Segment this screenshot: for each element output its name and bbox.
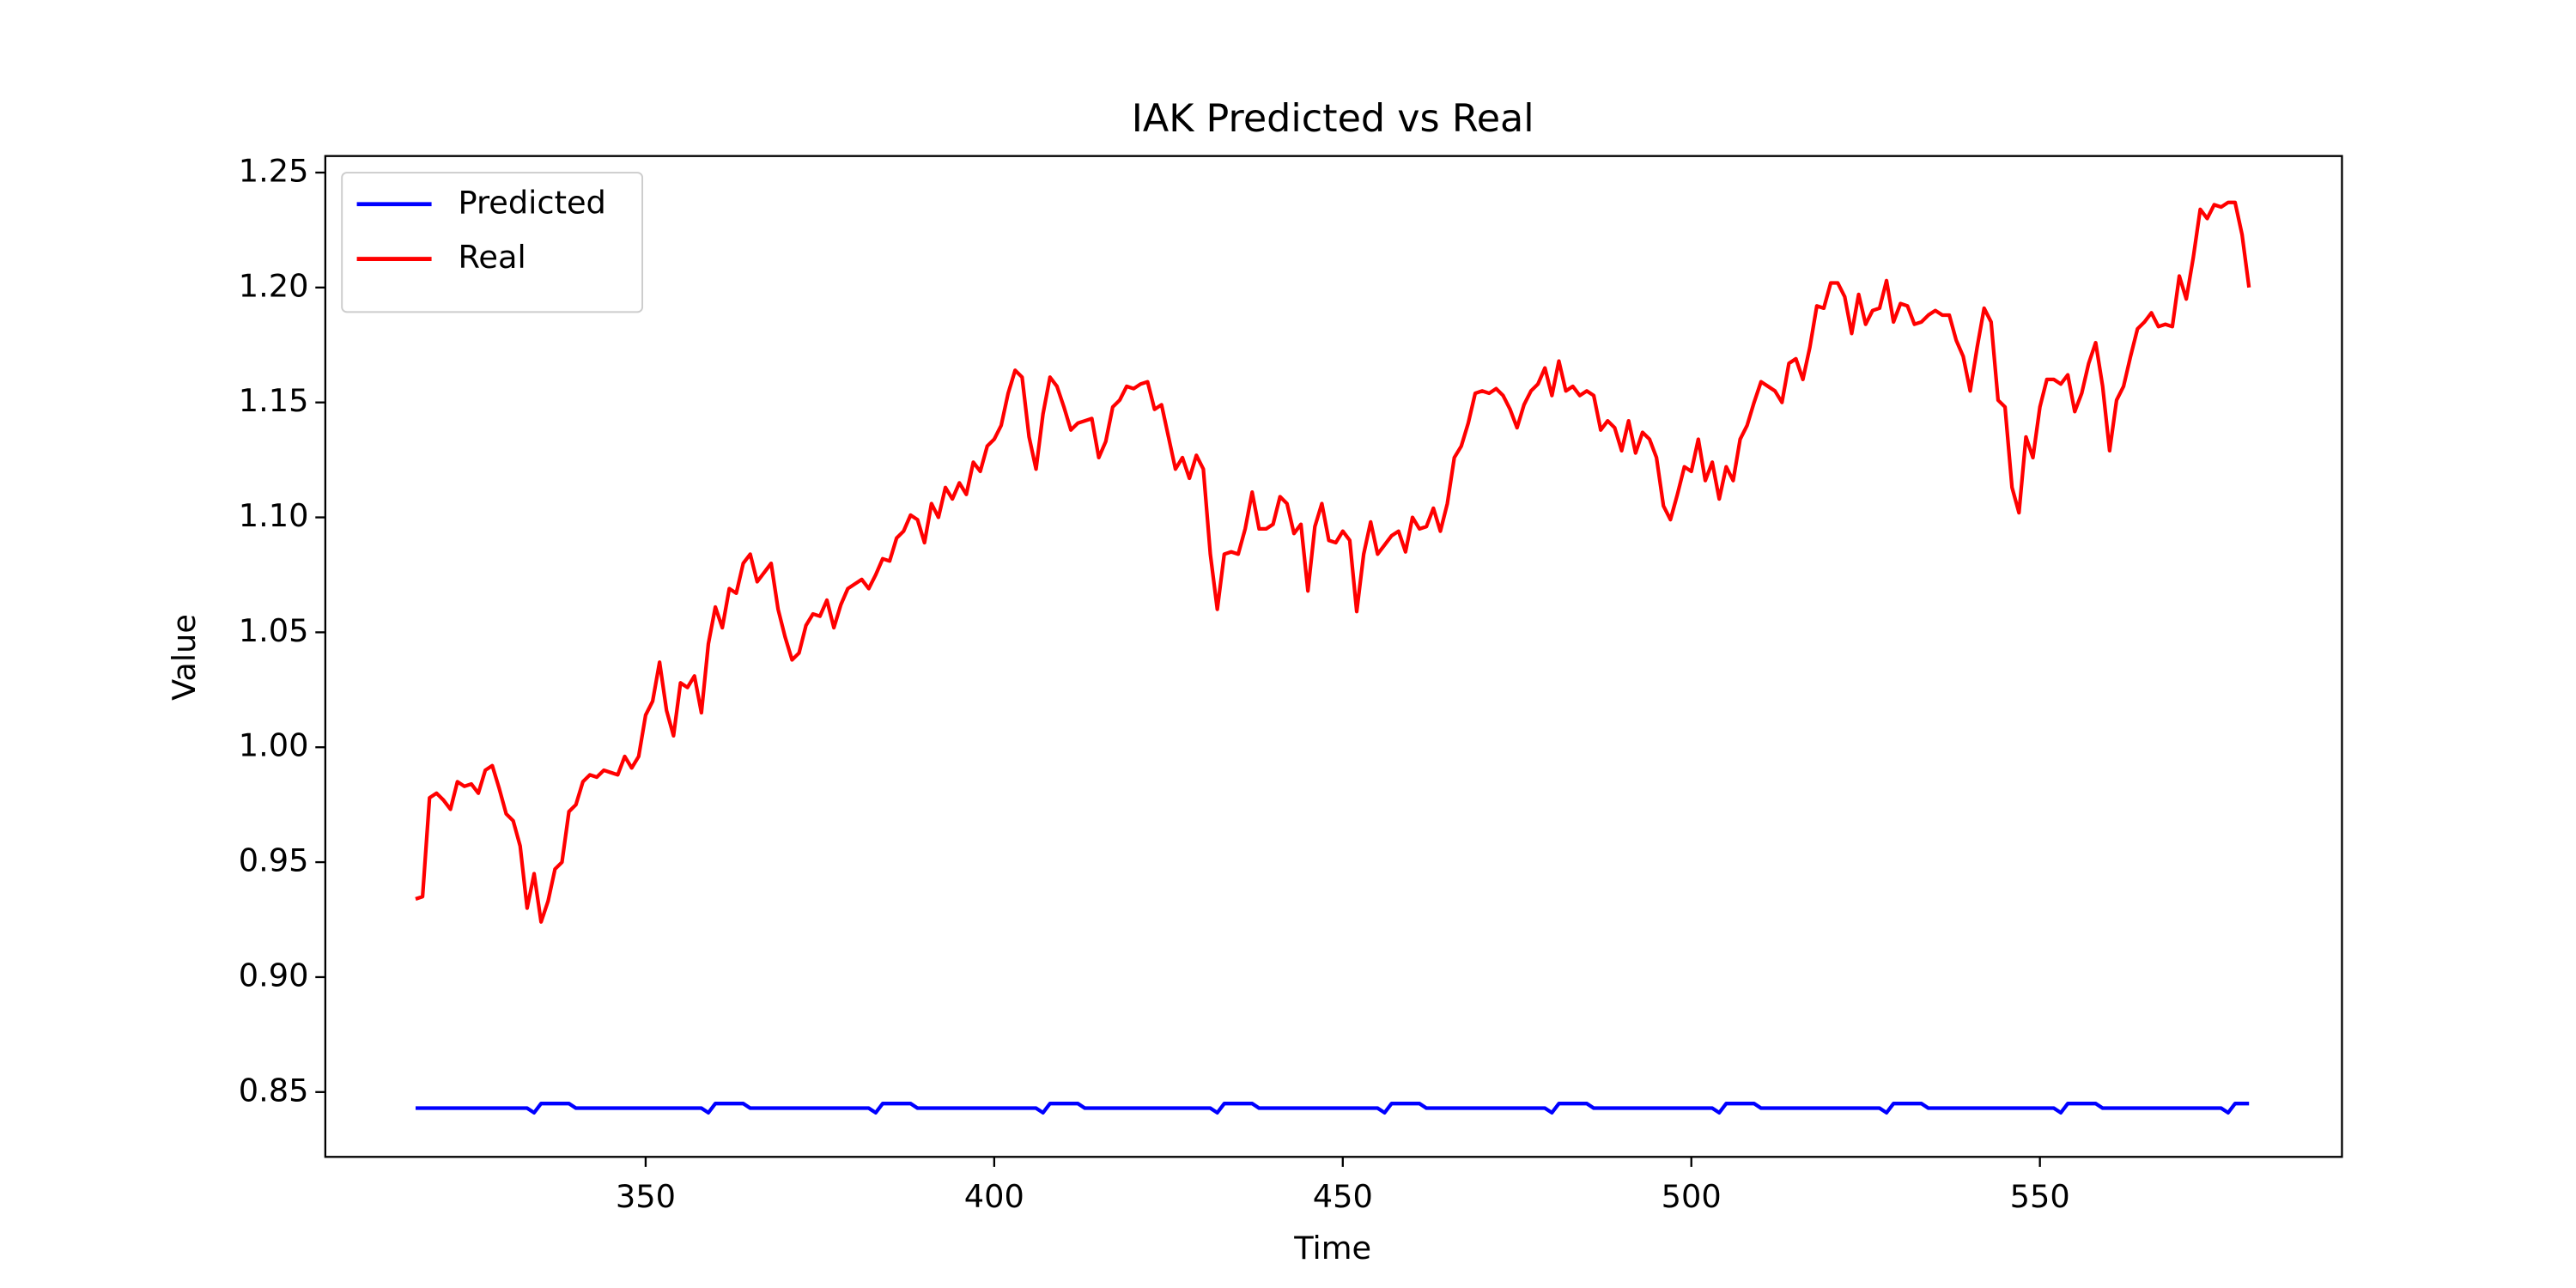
y-tick-label: 1.05 xyxy=(239,612,309,649)
legend-label: Real xyxy=(459,239,526,276)
x-tick-label: 400 xyxy=(964,1178,1024,1215)
y-tick-label: 0.85 xyxy=(239,1072,309,1109)
x-axis-label: Time xyxy=(1293,1230,1371,1267)
x-tick-label: 500 xyxy=(1662,1178,1722,1215)
x-tick-label: 550 xyxy=(2010,1178,2070,1215)
y-tick-label: 1.20 xyxy=(239,267,309,304)
y-axis-label: Value xyxy=(166,614,203,701)
chart-title: IAK Predicted vs Real xyxy=(1132,97,1534,141)
y-tick-label: 1.25 xyxy=(239,152,309,189)
y-tick-label: 0.95 xyxy=(239,842,309,879)
legend-box xyxy=(341,172,644,313)
data-line xyxy=(416,1102,2250,1115)
y-tick-label: 1.10 xyxy=(239,497,309,534)
x-tick-label: 450 xyxy=(1313,1178,1373,1215)
data-line xyxy=(415,200,2251,924)
legend-label: Predicted xyxy=(459,184,606,221)
y-tick-label: 1.15 xyxy=(239,382,309,419)
x-tick-label: 350 xyxy=(616,1178,676,1215)
y-tick-label: 0.90 xyxy=(239,957,309,993)
y-tick-label: 1.00 xyxy=(239,727,309,764)
plot-frame xyxy=(324,155,2343,1158)
